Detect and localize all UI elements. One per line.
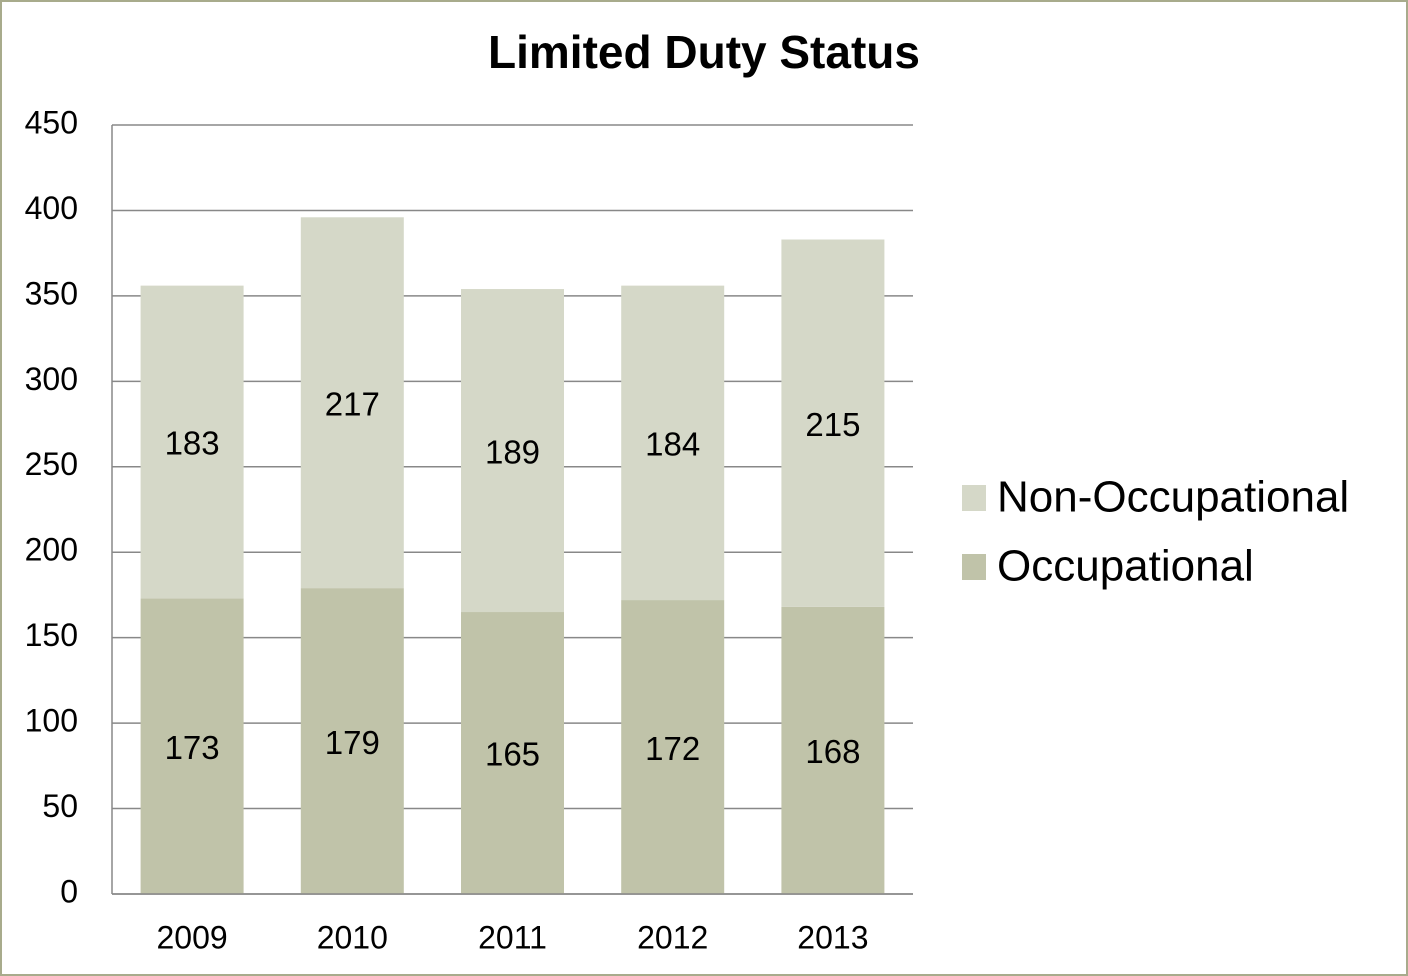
legend-swatch bbox=[962, 485, 986, 511]
bar-segment bbox=[621, 285, 725, 601]
x-tick-label: 2011 bbox=[478, 919, 547, 955]
data-label: 172 bbox=[645, 730, 700, 767]
data-label: 183 bbox=[165, 425, 220, 462]
y-tick-label: 350 bbox=[25, 275, 78, 311]
bar-segment bbox=[781, 606, 885, 894]
data-label: 215 bbox=[805, 406, 860, 443]
x-tick-label: 2009 bbox=[157, 919, 228, 955]
y-tick-label: 400 bbox=[25, 190, 78, 226]
y-tick-label: 300 bbox=[25, 361, 78, 397]
x-tick-label: 2010 bbox=[317, 919, 388, 955]
bar-segment bbox=[621, 600, 725, 894]
data-label: 165 bbox=[485, 736, 540, 773]
bar-segment bbox=[781, 239, 885, 607]
data-label: 179 bbox=[325, 724, 380, 761]
data-label: 217 bbox=[325, 385, 380, 422]
y-tick-label: 50 bbox=[42, 788, 78, 824]
legend-label: Occupational bbox=[997, 542, 1254, 591]
y-tick-label: 450 bbox=[25, 104, 78, 140]
y-tick-label: 150 bbox=[25, 617, 78, 653]
x-tick-label: 2013 bbox=[797, 919, 868, 955]
bar-segment bbox=[300, 588, 404, 894]
x-tick-label: 2012 bbox=[637, 919, 708, 955]
chart-title: Limited Duty Status bbox=[488, 26, 920, 78]
legend-swatch bbox=[962, 554, 986, 580]
y-tick-label: 100 bbox=[25, 703, 78, 739]
y-tick-label: 200 bbox=[25, 532, 78, 568]
bar-segment bbox=[461, 289, 564, 613]
bar-segment bbox=[461, 612, 564, 894]
data-label: 189 bbox=[485, 433, 540, 470]
legend-label: Non-Occupational bbox=[997, 473, 1349, 522]
data-label: 168 bbox=[805, 733, 860, 770]
bar-segment bbox=[140, 598, 244, 894]
y-tick-label: 250 bbox=[25, 446, 78, 482]
data-label: 184 bbox=[645, 426, 700, 463]
bar-segment bbox=[300, 217, 404, 589]
y-tick-label: 0 bbox=[60, 873, 78, 909]
bar-segment bbox=[140, 285, 244, 599]
data-label: 173 bbox=[165, 729, 220, 766]
